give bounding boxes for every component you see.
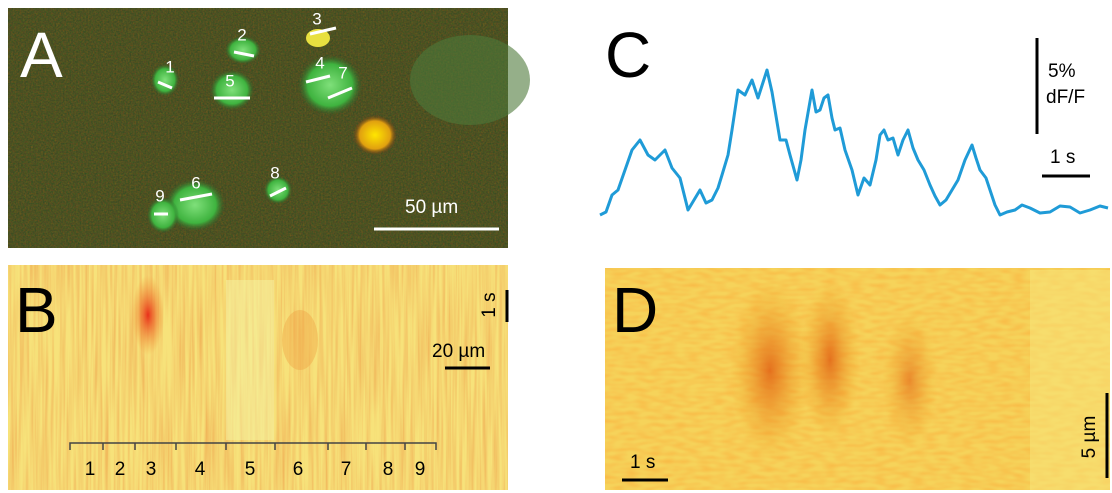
segment-label: 7 <box>341 459 352 480</box>
panel-label: C <box>605 19 651 91</box>
cell-label: 2 <box>237 25 246 44</box>
segment-label: 5 <box>245 459 256 480</box>
panel-a: A 1 2 3 4 5 6 7 8 9 50 µm <box>8 8 530 248</box>
trace <box>599 68 1109 217</box>
panel-d: D 1 s 5 µm <box>605 268 1110 490</box>
segment-label: 9 <box>415 459 426 480</box>
segment-label: 8 <box>383 459 394 480</box>
segment-label: 6 <box>293 459 304 480</box>
scale-bar-label: 1 s <box>479 292 500 317</box>
segment-label: 1 <box>85 459 96 480</box>
scale-bar-label: 1 s <box>1050 147 1075 168</box>
panel-label: D <box>612 274 658 346</box>
scale-bar-label: 5% <box>1048 61 1076 82</box>
segment-label: 4 <box>195 459 206 480</box>
cell-label: 5 <box>225 71 234 90</box>
panel-b: B 1 s 20 µm 1 2 3 4 5 6 7 8 9 <box>8 265 509 490</box>
cell-label: 7 <box>338 63 347 82</box>
scale-bar-label: 5 µm <box>1079 416 1100 459</box>
cell-label: 8 <box>270 163 279 182</box>
panel-label: A <box>20 19 63 91</box>
scale-bar-label: 1 s <box>630 452 655 473</box>
cell-label: 4 <box>315 53 324 72</box>
cell-label: 9 <box>155 186 164 205</box>
scale-bar-label: dF/F <box>1046 87 1085 108</box>
scale-bar-label: 20 µm <box>432 341 485 362</box>
scale-bar-label: 50 µm <box>405 197 458 218</box>
cell-label: 6 <box>191 173 200 192</box>
segment-label: 3 <box>146 459 157 480</box>
segment-label: 2 <box>115 459 126 480</box>
panel-c: C 5% dF/F 1 s <box>599 19 1109 217</box>
cell-label: 1 <box>165 57 174 76</box>
cell-label: 3 <box>312 9 321 28</box>
panel-label: B <box>15 274 58 346</box>
